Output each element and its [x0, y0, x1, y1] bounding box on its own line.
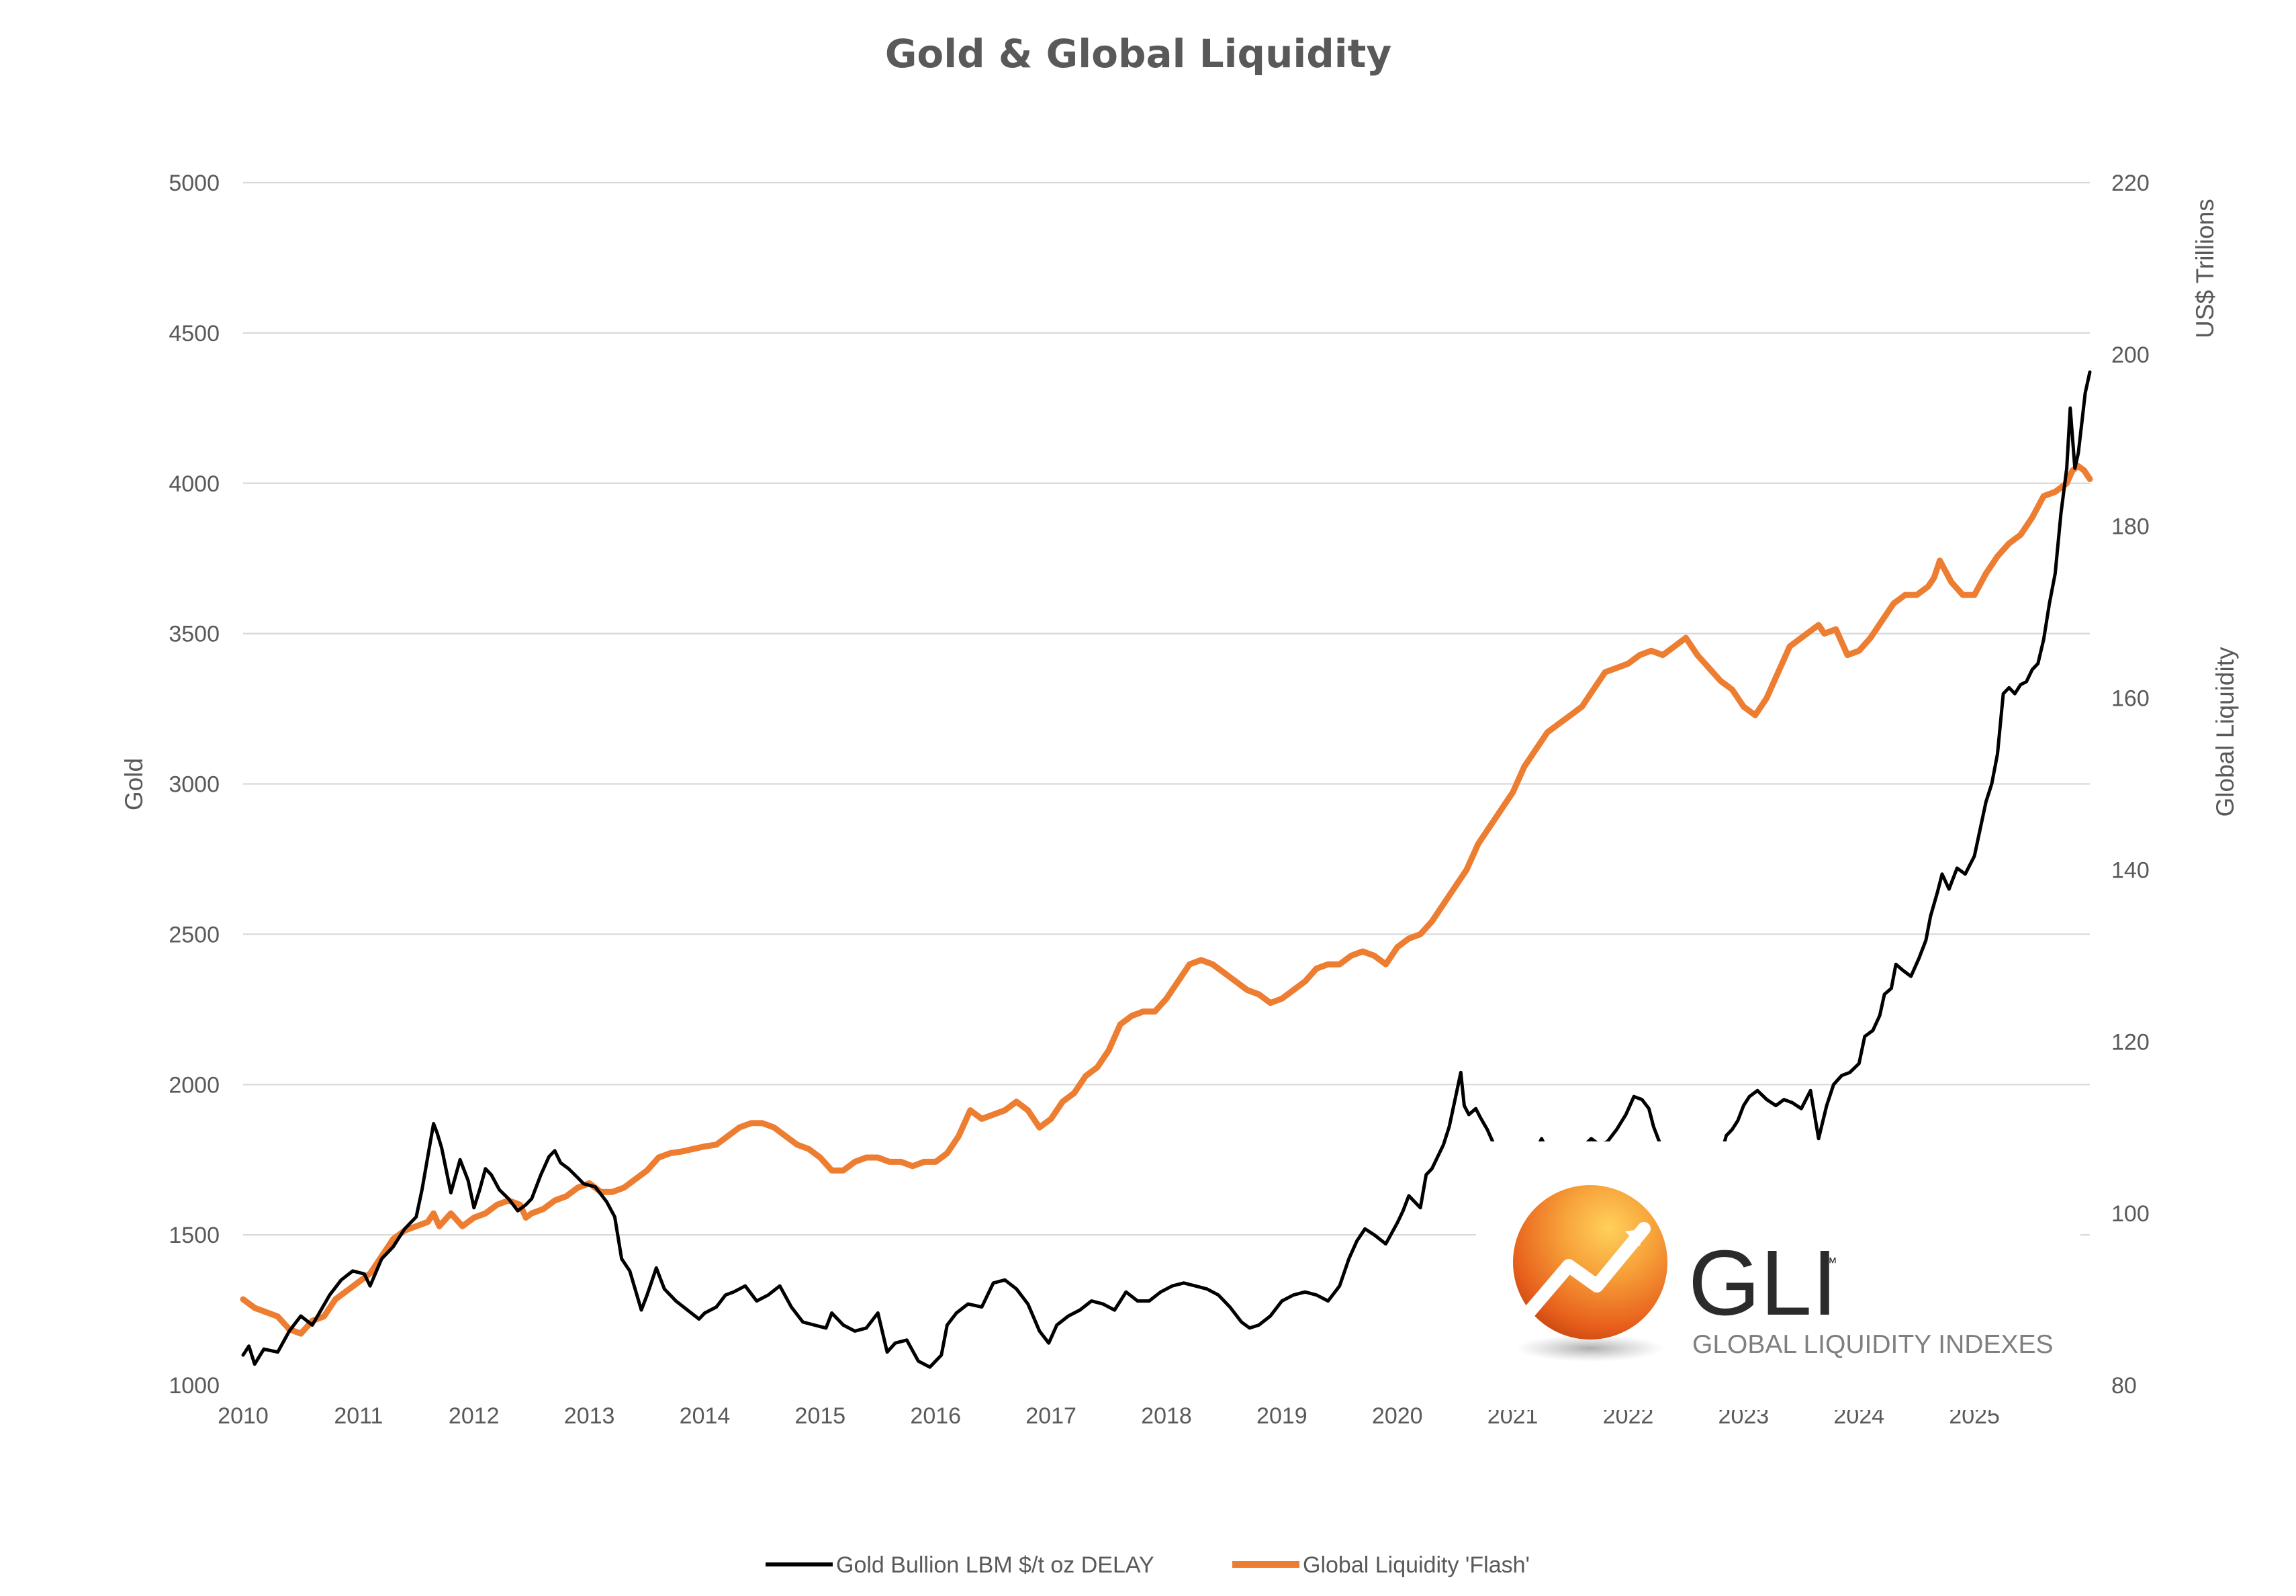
right-axis-title-units: US$ Trillions: [2191, 199, 2219, 338]
right-tick-label: 80: [2111, 1373, 2137, 1399]
left-tick-label: 4000: [169, 471, 220, 497]
right-tick-label: 160: [2111, 686, 2150, 712]
x-tick-label: 2013: [564, 1403, 615, 1429]
series-layer: [240, 370, 2093, 1369]
logo-mark: GLI: [1688, 1231, 1837, 1335]
x-tick-label: 2017: [1025, 1403, 1076, 1429]
x-tick-label: 2015: [795, 1403, 846, 1429]
left-tick-label: 4500: [169, 321, 220, 346]
right-tick-label: 140: [2111, 857, 2150, 883]
left-axis-title: Gold: [120, 758, 148, 810]
left-tick-label: 2000: [169, 1072, 220, 1098]
right-tick-label: 120: [2111, 1029, 2150, 1055]
logo-tagline: GLOBAL LIQUIDITY INDEXES: [1692, 1330, 2054, 1359]
x-tick-label: 2020: [1372, 1403, 1423, 1429]
gli-logo: GLI ™ GLOBAL LIQUIDITY INDEXES: [1476, 1141, 2080, 1410]
x-tick-label: 2012: [449, 1403, 500, 1429]
gli-orb-icon: [1513, 1185, 1667, 1362]
left-tick-label: 1500: [169, 1223, 220, 1248]
legend: Gold Bullion LBM $/t oz DELAY Global Liq…: [766, 1552, 1530, 1578]
series-gold-line-group: [241, 370, 2092, 1369]
x-tick-label: 2018: [1141, 1403, 1192, 1429]
left-tick-label: 2500: [169, 922, 220, 947]
logo-trademark: ™: [1823, 1254, 1837, 1271]
right-tick-label: 180: [2111, 514, 2150, 540]
x-tick-label: 2010: [218, 1403, 269, 1429]
left-tick-label: 3000: [169, 772, 220, 798]
right-tick-label: 220: [2111, 171, 2150, 196]
x-tick-label: 2014: [680, 1403, 731, 1429]
chart-title: Gold & Global Liquidity: [885, 31, 1391, 77]
legend-label-liquidity: Global Liquidity 'Flash': [1303, 1552, 1530, 1578]
x-tick-label: 2016: [910, 1403, 961, 1429]
right-axis-ticks: 80 100 120 140 160 180 200 220: [2111, 171, 2150, 1399]
x-axis-ticks: 2010 2011 2012 2013 2014 2015 2016 2017 2018 2019…: [218, 1403, 2000, 1429]
gridlines: [243, 181, 2090, 1236]
left-axis-ticks: 1000 1500 2000 2500 3000 3500 4000 4500 5000: [169, 171, 220, 1399]
legend-label-gold: Gold Bullion LBM $/t oz DELAY: [836, 1552, 1154, 1578]
right-axis-title: Global Liquidity: [2211, 647, 2239, 816]
right-tick-label: 100: [2111, 1201, 2150, 1227]
right-tick-label: 200: [2111, 342, 2150, 368]
left-tick-label: 3500: [169, 622, 220, 647]
x-tick-label: 2011: [334, 1403, 383, 1429]
x-tick-label: 2019: [1256, 1403, 1307, 1429]
series-liquidity-line-group: [240, 463, 2093, 1337]
left-tick-label: 1000: [169, 1373, 220, 1399]
left-tick-label: 5000: [169, 171, 220, 196]
